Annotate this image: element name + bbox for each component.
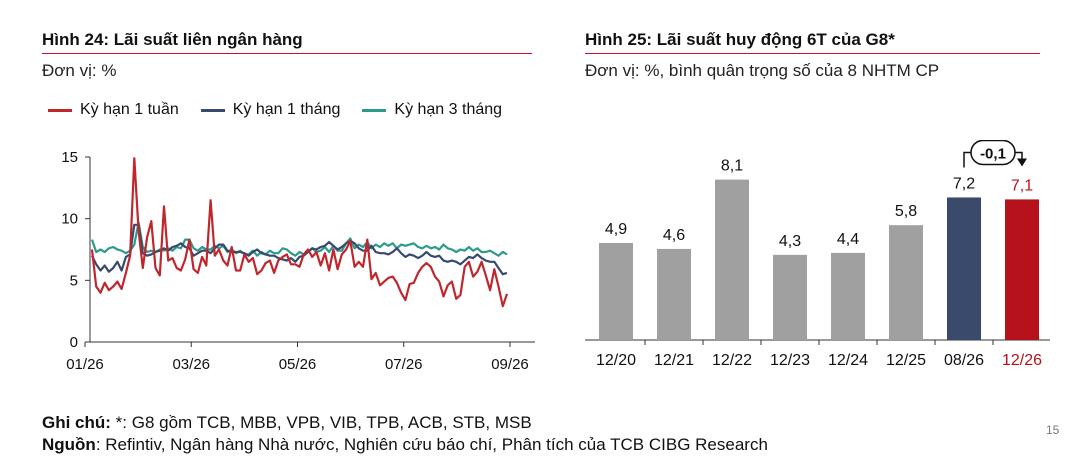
bar-value-label: 4,6 (663, 227, 685, 244)
bar-category-label: 12/21 (654, 352, 694, 369)
bar-value-label: 4,4 (837, 231, 859, 248)
bar-12/25 (889, 225, 923, 340)
bar-category-label: 08/26 (944, 352, 984, 369)
legend-item-1w: Kỳ hạn 1 tuần (48, 101, 179, 119)
annotation-pill (970, 140, 1016, 166)
left-chart-title: Hình 24: Lãi suất liên ngân hàng (42, 30, 303, 49)
bar-category-label: 12/24 (828, 352, 868, 369)
legend-swatch-1m (200, 108, 225, 112)
bar-12/22 (715, 179, 749, 340)
chart-note: Ghi chú: *: G8 gồm TCB, MBB, VPB, VIB, T… (42, 413, 532, 433)
annotation-label: -0,1 (980, 145, 1006, 162)
left-chart-unit: Đơn vị: % (42, 61, 117, 80)
legend-item-1m: Kỳ hạn 1 tháng (200, 101, 341, 119)
series-line-0 (90, 157, 509, 308)
left-chart-legend: Kỳ hạn 1 tuần Kỳ hạn 1 tháng Kỳ hạn 3 th… (48, 101, 516, 119)
change-annotation: -0,1 (963, 140, 1027, 168)
bar-category-label: 12/23 (770, 352, 810, 369)
bar-value-label: 4,9 (605, 221, 627, 238)
bar-08/26 (947, 197, 981, 340)
right-chart-title: Hình 25: Lãi suất huy động 6T của G8* (585, 30, 895, 49)
bar-12/20 (599, 242, 633, 340)
legend-swatch-3m (362, 108, 387, 112)
bar-value-label: 8,1 (721, 158, 743, 175)
x-tick-label: 01/26 (66, 356, 104, 373)
left-title-rule (42, 53, 532, 54)
bar-value-label: 7,2 (953, 175, 975, 192)
x-tick-label: 03/26 (172, 356, 210, 373)
legend-label-1w: Kỳ hạn 1 tuần (80, 101, 179, 118)
legend-swatch-1w (48, 108, 72, 112)
source-label: Nguồn (42, 435, 96, 454)
bar-value-label: 5,8 (895, 203, 917, 220)
y-tick-label: 5 (70, 272, 78, 289)
bar-category-label: 12/20 (596, 352, 636, 369)
x-tick-label: 09/26 (491, 356, 529, 373)
y-tick-label: 0 (70, 334, 78, 351)
interbank-rate-chart: 15 10 5 0 01/26 03/26 05/26 07/26 09/26 (61, 149, 535, 373)
note-label: Ghi chú: (42, 413, 111, 432)
source-text: : Refintiv, Ngân hàng Nhà nước, Nghiên c… (95, 435, 768, 454)
legend-label-1m: Kỳ hạn 1 tháng (232, 101, 341, 118)
right-chart-unit: Đơn vị: %, bình quân trọng số của 8 NHTM… (585, 61, 940, 80)
annotation-arrow (1017, 158, 1027, 167)
legend-label-3m: Kỳ hạn 3 tháng (394, 101, 503, 118)
note-text: *: G8 gồm TCB, MBB, VPB, VIB, TPB, ACB, … (110, 413, 532, 432)
right-title-rule (585, 53, 1040, 54)
bar-12/24 (831, 252, 865, 340)
x-tick-label: 05/26 (279, 356, 317, 373)
bar-category-label: 12/26 (1002, 352, 1042, 369)
bar-value-label: 4,3 (779, 233, 801, 250)
bar-category-label: 12/25 (886, 352, 926, 369)
chart-source: Nguồn: Refintiv, Ngân hàng Nhà nước, Ngh… (42, 435, 768, 455)
deposit-rate-chart: 4,9 12/20 4,6 12/21 8,1 12/22 4,3 12/23 4,4 12/24… (585, 140, 1050, 369)
bar-12/26 (1005, 199, 1039, 340)
y-tick-label: 10 (61, 211, 78, 228)
y-tick-label: 15 (61, 149, 78, 166)
legend-item-3m: Kỳ hạn 3 tháng (362, 101, 502, 119)
bar-value-label: 7,1 (1011, 177, 1033, 194)
page-number: 15 (1046, 423, 1060, 437)
bar-12/21 (657, 248, 691, 340)
bar-12/23 (773, 254, 807, 340)
bar-category-label: 12/22 (712, 352, 752, 369)
x-tick-label: 07/26 (385, 356, 423, 373)
